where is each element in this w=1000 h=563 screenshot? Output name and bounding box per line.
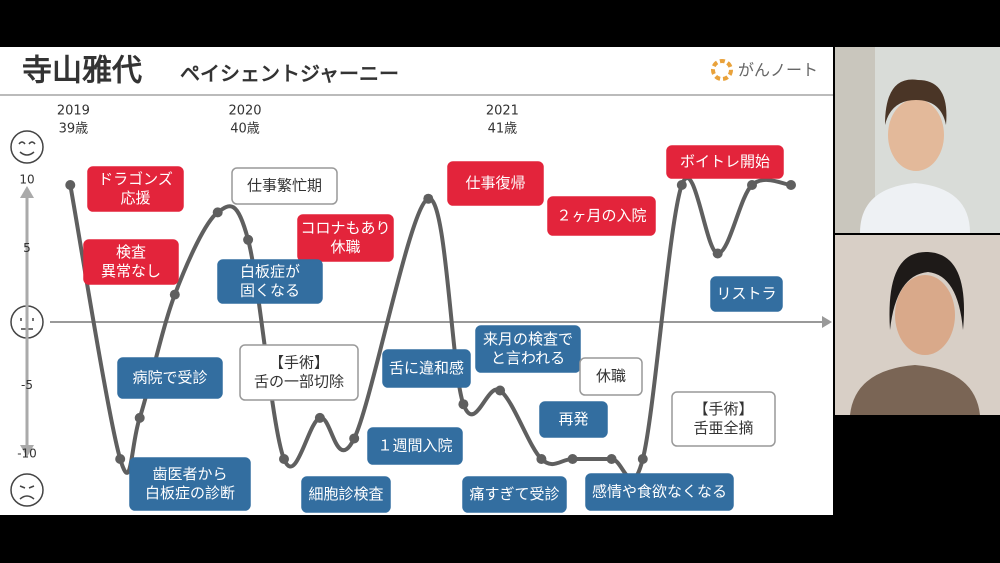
annotation-text: １週間入院 bbox=[377, 437, 452, 455]
x-tick-label: 2021 bbox=[486, 104, 519, 119]
annotation-text: 病院で受診 bbox=[132, 369, 207, 387]
event-point bbox=[169, 289, 180, 300]
x-tick-label: 2020 bbox=[228, 104, 261, 119]
event-point bbox=[134, 412, 145, 423]
event-point bbox=[606, 454, 617, 464]
event-point bbox=[65, 180, 76, 190]
x-axis bbox=[50, 316, 832, 328]
x-tick-age: 40歳 bbox=[230, 122, 260, 137]
event-point bbox=[212, 207, 223, 218]
annotation-box bbox=[239, 344, 359, 401]
annotation-text: 【手術】 bbox=[269, 354, 329, 372]
annotation-text: 仕事復帰 bbox=[465, 174, 525, 192]
logo: がんノート bbox=[738, 61, 818, 80]
annotation-text: 異常なし bbox=[101, 262, 161, 280]
annotation-box bbox=[231, 167, 338, 205]
annotation-text: 休職 bbox=[330, 238, 360, 256]
annotation-text: 痛すぎて受診 bbox=[469, 485, 559, 503]
annotation-text: 舌亜全摘 bbox=[693, 419, 753, 437]
logo-icon bbox=[711, 59, 733, 81]
event-point bbox=[279, 454, 289, 464]
slide-title: 寺山雅代 bbox=[22, 54, 142, 89]
annotation-box bbox=[382, 349, 471, 388]
slide-subtitle: ペイシェントジャーニー bbox=[180, 62, 399, 86]
video-bottom bbox=[835, 235, 1000, 415]
x-tick-age: 41歳 bbox=[488, 122, 518, 137]
annotation-text: ドラゴンズ bbox=[98, 170, 173, 188]
annotation-text: 細胞診検査 bbox=[308, 485, 383, 503]
annotation-text: 舌に違和感 bbox=[389, 359, 464, 377]
annotation-text: リストラ bbox=[716, 285, 776, 303]
event-point bbox=[495, 385, 506, 396]
y-axis bbox=[20, 186, 34, 457]
annotation-box bbox=[447, 161, 544, 206]
event-point bbox=[349, 433, 360, 444]
annotation-text: ボイトレ開始 bbox=[680, 153, 770, 171]
x-tick-label: 2019 bbox=[57, 104, 90, 119]
annotation-box bbox=[83, 239, 179, 285]
annotation-text: コロナもあり bbox=[300, 219, 390, 237]
face-happy bbox=[10, 130, 44, 164]
annotation-text: 感情や食欲なくなる bbox=[592, 483, 727, 501]
annotation-box bbox=[87, 166, 184, 212]
annotation-text: と言われる bbox=[491, 349, 565, 367]
annotation-box bbox=[475, 325, 581, 373]
annotation-text: 【手術】 bbox=[693, 400, 753, 418]
annotation-text: 白板症が bbox=[240, 263, 300, 281]
event-point bbox=[243, 234, 254, 245]
annotation-box bbox=[462, 476, 567, 513]
annotation-text: 仕事繁忙期 bbox=[247, 177, 322, 195]
annotation-box bbox=[217, 259, 323, 304]
event-point bbox=[637, 454, 648, 464]
event-point bbox=[536, 454, 547, 464]
y-tick-label: 10 bbox=[19, 173, 34, 187]
annotation-box bbox=[671, 391, 776, 447]
annotation-box bbox=[367, 427, 463, 465]
annotation-box bbox=[585, 473, 734, 511]
annotation-text: 検査 bbox=[116, 243, 146, 261]
annotation-box bbox=[301, 476, 391, 513]
event-point bbox=[786, 180, 796, 190]
annotation-box bbox=[117, 357, 223, 399]
event-point bbox=[676, 180, 687, 190]
x-tick-age: 39歳 bbox=[59, 122, 89, 137]
annotation-text: 休職 bbox=[596, 367, 626, 385]
annotation-box bbox=[539, 401, 608, 438]
annotation-text: 応援 bbox=[120, 189, 150, 207]
event-point bbox=[567, 454, 578, 464]
annotation-text: 来月の検査で bbox=[483, 330, 573, 348]
event-point bbox=[747, 180, 757, 190]
event-point bbox=[712, 248, 723, 259]
y-tick-label: 5 bbox=[23, 241, 31, 255]
annotation-box bbox=[710, 276, 783, 312]
annotation-box bbox=[129, 457, 251, 511]
annotation-text: 再発 bbox=[558, 410, 588, 428]
annotation-text: 舌の一部切除 bbox=[254, 373, 344, 391]
annotation-box bbox=[666, 145, 784, 179]
video-top bbox=[835, 47, 1000, 233]
annotation-box bbox=[579, 357, 643, 396]
annotation-text: 固くなる bbox=[240, 282, 300, 300]
y-tick-label: -5 bbox=[21, 378, 33, 392]
y-tick-label: -10 bbox=[17, 447, 37, 461]
event-point bbox=[458, 399, 469, 410]
face-sad bbox=[10, 473, 44, 507]
annotation-text: 白板症の診断 bbox=[145, 484, 235, 502]
annotation-text: 歯医者から bbox=[152, 465, 227, 483]
plot: 10 5 -5 -10 2019 39歳 2020 40歳 2021 41歳ドラゴンズ応援検査異常… bbox=[17, 104, 796, 513]
event-point bbox=[314, 412, 325, 423]
annotation-box bbox=[297, 214, 394, 262]
annotation-box bbox=[547, 196, 656, 236]
event-point bbox=[115, 454, 126, 464]
annotation-text: ２ヶ月の入院 bbox=[556, 207, 646, 225]
event-point bbox=[423, 193, 434, 204]
